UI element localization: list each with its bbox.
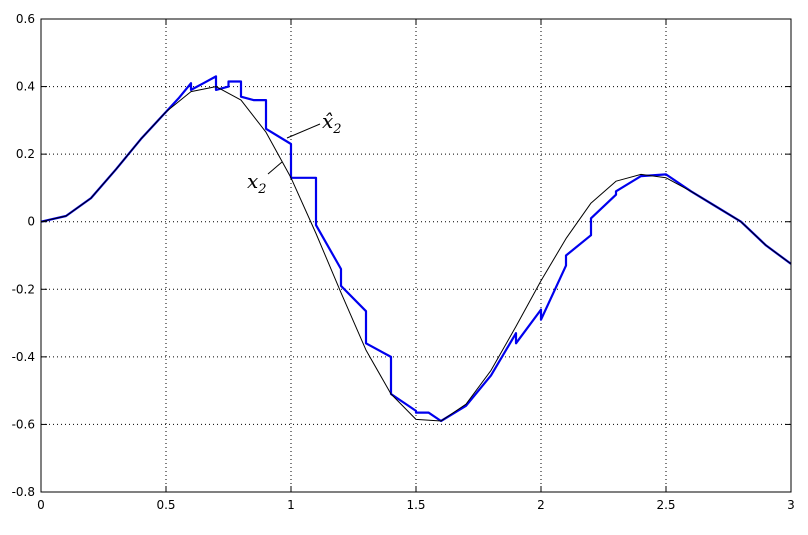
x-tick-label: 2.5 [656,498,675,512]
x-tick-label: 3 [787,498,795,512]
x-tick-label: 0.5 [156,498,175,512]
x-tick-label: 1 [287,498,295,512]
annotations: x̂2 x2 [247,109,342,197]
series-layer [40,75,792,423]
annotation-label-xhat2: x̂2 [322,109,342,137]
y-tick-label: 0 [27,215,35,229]
y-tick-label: 0.4 [16,80,35,94]
x-tick-labels: 0 0.5 1 1.5 2 2.5 3 [37,498,795,512]
annotation-leader-xhat2 [286,123,321,139]
y-tick-label: -0.6 [12,417,35,431]
annotation-leader-x2 [267,161,283,175]
annotation-label-x2: x2 [247,169,267,197]
tick-marks [40,18,792,493]
y-tick-label: -0.2 [12,282,35,296]
x-tick-label: 0 [37,498,45,512]
x-tick-label: 1.5 [406,498,425,512]
series-line-estimate [40,75,792,423]
y-tick-label: -0.8 [12,485,35,499]
series-line-true [40,86,792,422]
x-tick-label: 2 [537,498,545,512]
grid-lines [41,19,791,492]
y-tick-label: 0.6 [16,12,35,26]
y-tick-labels: -0.8 -0.6 -0.4 -0.2 0 0.2 0.4 0.6 [12,12,35,499]
y-tick-label: 0.2 [16,147,35,161]
y-tick-label: -0.4 [12,350,35,364]
